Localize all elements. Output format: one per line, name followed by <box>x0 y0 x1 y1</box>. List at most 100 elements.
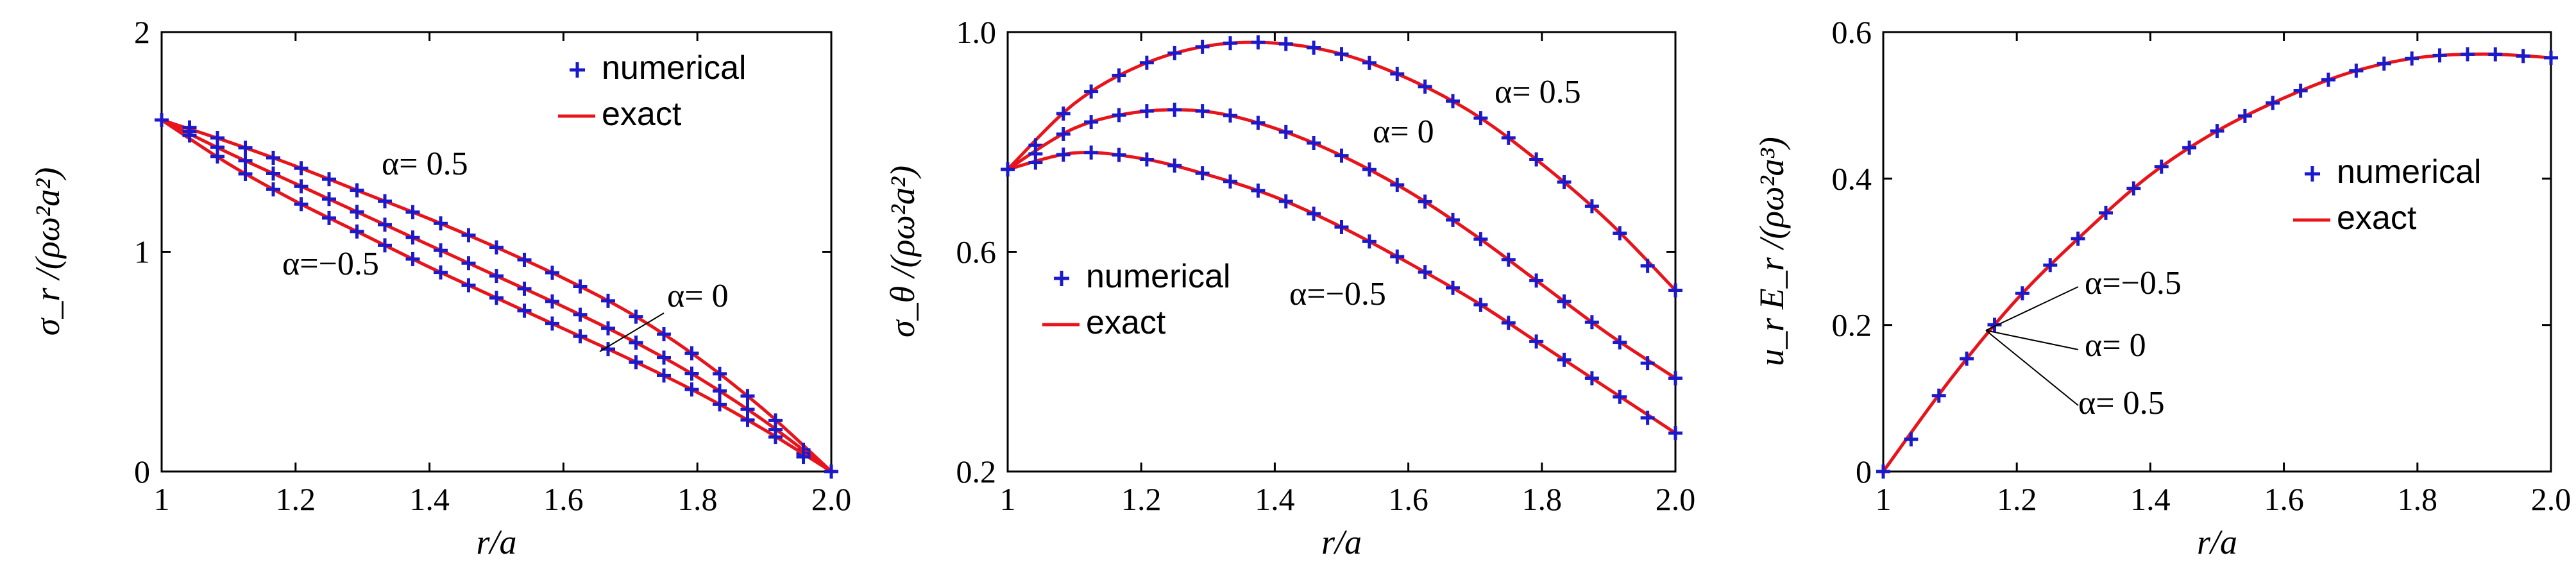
numerical-marker <box>322 210 336 225</box>
numerical-marker <box>824 464 838 479</box>
numerical-marker <box>1362 55 1377 70</box>
alpha-annotation: α= 0.5 <box>2078 385 2165 421</box>
numerical-marker <box>2015 286 2029 301</box>
numerical-marker <box>1251 183 1266 198</box>
alpha-annotation: α=−0.5 <box>282 246 379 282</box>
numerical-marker <box>1418 79 1432 94</box>
numerical-marker <box>1640 411 1655 425</box>
legend-label-numerical: numerical <box>1086 258 1230 295</box>
numerical-marker <box>294 179 309 194</box>
numerical-marker <box>1613 335 1627 350</box>
numerical-marker <box>2237 108 2252 123</box>
chart-panel-middle: 1 1.2 1.4 1.6 1.8 2.0 0.2 0.6 1.0 r/a σ_θ /(ρω²a²)… <box>883 14 1695 561</box>
y-axis-label: σ_θ /(ρω²a²) <box>883 166 922 337</box>
x-axis-label: r/a <box>476 523 516 561</box>
numerical-marker <box>2488 47 2503 62</box>
x-tick-label: 1 <box>154 481 170 517</box>
numerical-marker <box>1028 155 1043 170</box>
numerical-marker <box>1668 371 1682 386</box>
numerical-marker <box>1223 108 1237 123</box>
numerical-marker <box>2126 181 2141 196</box>
numerical-marker <box>1195 39 1210 54</box>
numerical-marker <box>405 230 420 245</box>
numerical-marker <box>1501 130 1516 145</box>
alpha-annotation: α=−0.5 <box>1289 276 1386 312</box>
numerical-marker <box>1418 194 1432 209</box>
numerical-marker <box>657 327 671 341</box>
x-tick-label: 1 <box>1000 481 1016 517</box>
x-axis-label: r/a <box>1321 523 1362 561</box>
numerical-marker <box>1584 371 1599 386</box>
numerical-marker <box>517 303 532 318</box>
numerical-marker <box>1334 219 1349 234</box>
numerical-marker <box>629 336 643 350</box>
numerical-marker <box>238 166 253 181</box>
x-tick-label: 2.0 <box>1656 481 1696 517</box>
x-tick-label: 1.4 <box>2130 481 2171 517</box>
numerical-marker <box>713 384 727 398</box>
numerical-marker <box>182 128 197 143</box>
numerical-marker <box>1418 265 1432 280</box>
numerical-marker <box>1307 40 1321 55</box>
numerical-marker <box>1390 67 1405 81</box>
numerical-marker <box>545 316 559 331</box>
numerical-marker <box>1112 68 1126 83</box>
y-axis-label: u_r E_r /(ρω²a³) <box>1752 137 1791 366</box>
y-tick-label: 1 <box>134 234 150 270</box>
numerical-marker <box>740 412 755 427</box>
numerical-marker <box>1613 226 1627 241</box>
numerical-marker <box>294 197 309 212</box>
numerical-marker <box>1084 145 1099 160</box>
numerical-marker <box>2516 49 2530 64</box>
numerical-marker <box>1139 152 1154 167</box>
numerical-marker <box>2071 232 2085 246</box>
numerical-marker <box>1112 108 1126 123</box>
numerical-marker <box>434 216 448 231</box>
y-tick-label: 1.0 <box>956 14 997 50</box>
numerical-marker <box>1307 136 1321 151</box>
numerical-marker <box>517 253 532 268</box>
numerical-marker <box>1084 84 1099 99</box>
numerical-marker <box>2182 140 2197 155</box>
numerical-marker <box>2210 124 2224 139</box>
exact-line <box>1881 52 2552 473</box>
numerical-marker <box>210 149 225 164</box>
annotation-leader <box>1985 330 2079 350</box>
numerical-marker <box>1362 162 1377 177</box>
y-tick-label: 0.6 <box>1832 14 1872 50</box>
numerical-marker <box>1668 283 1682 298</box>
numerical-marker <box>713 366 727 381</box>
numerical-marker <box>2043 258 2058 273</box>
legend-label-exact: exact <box>602 96 682 133</box>
numerical-marker <box>266 166 280 181</box>
numerical-marker <box>434 243 448 258</box>
numerical-marker <box>1473 297 1488 312</box>
series-2 <box>155 113 838 479</box>
numerical-marker <box>1139 55 1154 70</box>
numerical-marker <box>1112 148 1126 162</box>
x-tick-label: 1.6 <box>2264 481 2304 517</box>
x-tick-label: 2.0 <box>811 481 852 517</box>
annotation-leader <box>599 312 665 352</box>
numerical-marker <box>2293 83 2308 98</box>
x-tick-label: 1.8 <box>677 481 718 517</box>
alpha-annotation: α= 0.5 <box>382 146 468 182</box>
y-tick-label: 0.2 <box>956 454 997 489</box>
numerical-marker <box>489 240 504 255</box>
numerical-marker <box>1167 46 1182 60</box>
numerical-marker <box>2544 50 2558 65</box>
numerical-marker <box>1251 115 1266 130</box>
numerical-marker <box>238 140 253 155</box>
numerical-marker <box>713 397 727 412</box>
x-tick-label: 1.8 <box>2398 481 2438 517</box>
numerical-marker <box>2460 47 2475 62</box>
numerical-marker <box>1056 147 1071 162</box>
numerical-marker <box>266 150 280 165</box>
numerical-marker <box>1278 37 1293 51</box>
numerical-marker <box>350 183 364 198</box>
numerical-marker <box>573 279 588 294</box>
numerical-marker <box>2432 48 2447 63</box>
numerical-marker <box>517 281 532 296</box>
numerical-marker <box>350 205 364 219</box>
